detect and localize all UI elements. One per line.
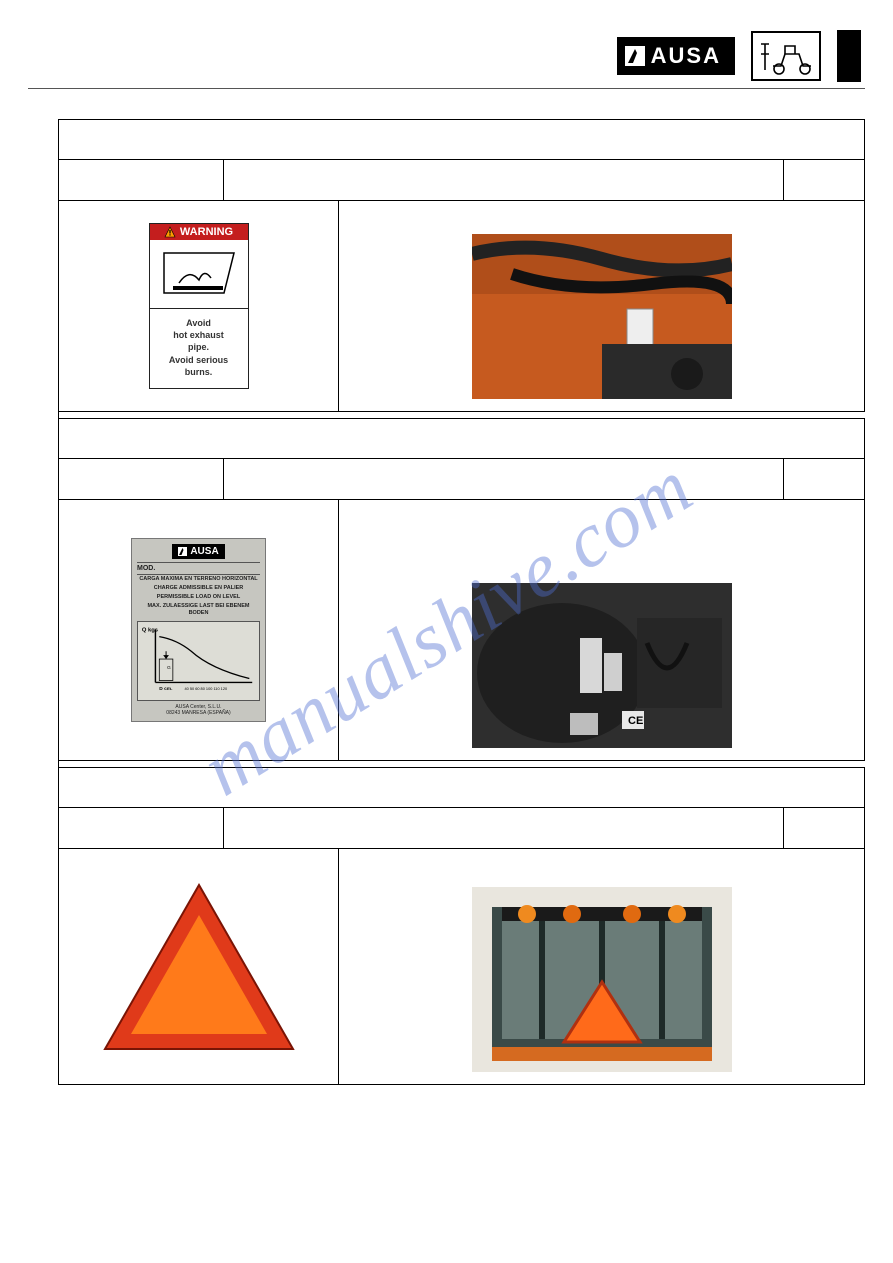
plate-text-lines: CARGA MAXIMA EN TERRENO HORIZONTAL CHARG…	[137, 575, 260, 617]
forklift-icon-box	[751, 31, 821, 81]
page-side-tab	[837, 30, 861, 82]
ausa-mark-icon	[625, 46, 645, 66]
warning-header: WARNING	[150, 224, 248, 240]
svg-text:G: G	[167, 664, 171, 670]
warning-line: Avoid serious	[169, 355, 228, 365]
slow-vehicle-triangle-icon	[99, 879, 299, 1054]
plate-line: PERMISSIBLE LOAD ON LEVEL	[137, 593, 260, 602]
description-cell	[224, 160, 784, 200]
warning-line: hot exhaust	[173, 330, 224, 340]
burn-hand-icon	[159, 248, 239, 298]
ausa-logo: AUSA	[617, 37, 735, 75]
decal-block-exhaust: WARNING Avoid hot exhaust	[59, 119, 865, 412]
plate-logo: AUSA	[172, 544, 224, 559]
location-photo: CE	[472, 583, 732, 748]
ausa-mark-icon	[178, 547, 187, 556]
header-rule	[28, 88, 865, 89]
decal-block-loadchart: AUSA MOD. CARGA MAXIMA EN TERRENO HORIZO…	[59, 418, 865, 761]
block-partnum-row	[59, 459, 864, 500]
block-body-row	[59, 849, 864, 1084]
svg-text:CE: CE	[628, 715, 643, 727]
content-area: WARNING Avoid hot exhaust	[58, 119, 865, 1085]
decal-image-cell	[59, 849, 339, 1084]
svg-text:D cm.: D cm.	[159, 686, 173, 692]
block-body-row: WARNING Avoid hot exhaust	[59, 201, 864, 411]
plate-mod-label: MOD.	[137, 562, 260, 575]
warning-symbol	[150, 240, 248, 309]
plate-line: CHARGE ADMISSIBLE EN PALIER	[137, 584, 260, 593]
qty-cell	[784, 808, 864, 848]
decal-image-cell: AUSA MOD. CARGA MAXIMA EN TERRENO HORIZO…	[59, 500, 339, 760]
plate-footer: 08243 MANRESA (ESPAÑA)	[137, 710, 260, 716]
location-photo-cell: CE	[339, 500, 864, 760]
plate-logo-text: AUSA	[190, 546, 218, 557]
block-partnum-row	[59, 160, 864, 201]
part-number-cell	[59, 160, 224, 200]
svg-text:40 50 60 80 100 110 120: 40 50 60 80 100 110 120	[184, 686, 227, 691]
decal-image-cell: WARNING Avoid hot exhaust	[59, 201, 339, 411]
block-body-row: AUSA MOD. CARGA MAXIMA EN TERRENO HORIZO…	[59, 500, 864, 760]
description-cell	[224, 459, 784, 499]
location-photo	[472, 234, 732, 399]
block-title-row	[59, 768, 864, 808]
plate-chart: Q kgs G D cm. 40 50 60 80 100 110 120	[137, 621, 260, 701]
forklift-icon	[759, 36, 817, 76]
qty-cell	[784, 459, 864, 499]
part-number-cell	[59, 808, 224, 848]
warning-decal: WARNING Avoid hot exhaust	[149, 223, 249, 389]
location-photo-cell	[339, 201, 864, 411]
part-number-cell	[59, 459, 224, 499]
block-partnum-row	[59, 808, 864, 849]
warning-text: Avoid hot exhaust pipe. Avoid serious bu…	[150, 309, 248, 388]
ausa-logo-text: AUSA	[651, 43, 721, 69]
location-photo-cell	[339, 849, 864, 1084]
plate-line: CARGA MAXIMA EN TERRENO HORIZONTAL	[137, 575, 260, 584]
decal-block-triangle	[59, 767, 865, 1085]
description-cell	[224, 808, 784, 848]
warning-header-text: WARNING	[180, 226, 233, 238]
warning-line: pipe.	[188, 342, 209, 352]
block-title-row	[59, 419, 864, 459]
location-photo	[472, 887, 732, 1072]
qty-cell	[784, 160, 864, 200]
block-title-row	[59, 120, 864, 160]
warning-line: burns.	[185, 367, 213, 377]
alert-icon	[164, 226, 176, 238]
page-header: AUSA	[28, 30, 865, 82]
warning-line: Avoid	[186, 318, 211, 328]
load-chart-plate: AUSA MOD. CARGA MAXIMA EN TERRENO HORIZO…	[131, 538, 266, 721]
plate-line: MAX. ZULAESSIGE LAST BEI EBENEM BODEN	[137, 602, 260, 618]
